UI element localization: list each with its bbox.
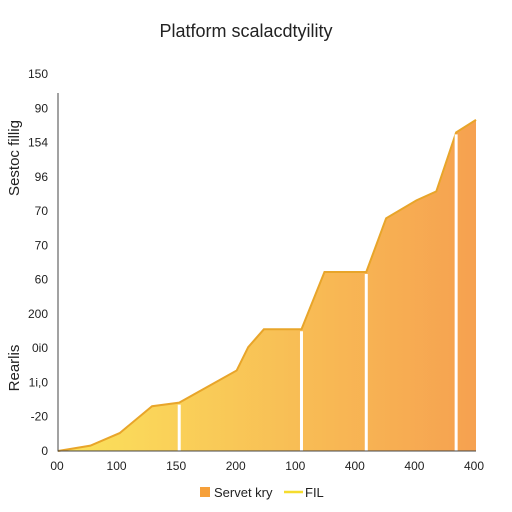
y-axis-ticks: 150 90 154 96 70 70 60 200 0i0 1i,0 -20 0 [28,67,48,458]
legend-label-servet-kry: Servet kry [214,485,273,500]
x-tick-label: 100 [107,459,127,473]
y-tick-label: 1i,0 [29,375,49,389]
x-tick-label: 400 [464,459,484,473]
plot-area [57,93,477,452]
y-tick-label: 154 [28,136,48,150]
legend: Servet kry FIL [200,485,324,500]
y-tick-label: 60 [35,273,49,287]
y-tick-label: 200 [28,307,48,321]
y-tick-label: 70 [35,238,49,252]
legend-label-fil: FIL [305,485,324,500]
series-area-servet-kry [58,119,476,451]
y-axis-title-bottom: Rearlis [6,345,23,392]
y-tick-label: 0i0 [32,341,48,355]
y-tick-label: 0 [41,444,48,458]
x-axis-ticks: 00 100 150 200 100 400 400 400 [50,459,484,473]
x-tick-label: 150 [166,459,186,473]
axis-lines [57,93,476,452]
y-tick-label: 150 [28,67,48,81]
y-tick-label: 90 [35,101,49,115]
y-tick-label: 70 [35,204,49,218]
chart-title: Platform scalacdtyility [159,21,332,41]
x-tick-label: 200 [226,459,246,473]
legend-swatch-servet-kry [200,487,210,497]
y-axis-title-top: Sestoc fillig [6,120,23,196]
x-tick-label: 100 [285,459,305,473]
x-tick-label: 400 [404,459,424,473]
y-tick-label: 96 [35,170,49,184]
x-tick-label: 400 [345,459,365,473]
y-tick-label: -20 [31,410,49,424]
series-line-fil [57,119,477,452]
x-tick-label: 00 [50,459,64,473]
